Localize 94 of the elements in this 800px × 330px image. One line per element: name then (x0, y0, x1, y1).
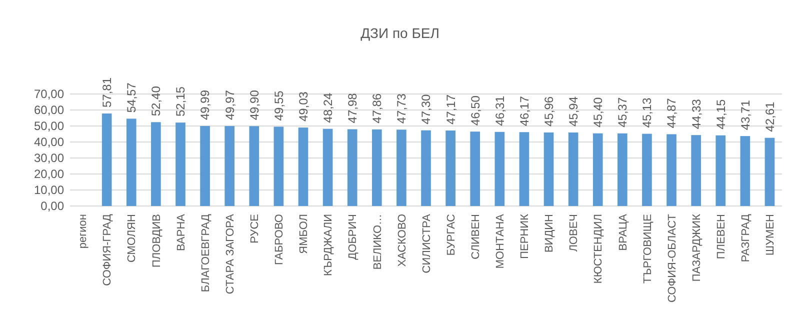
bar (716, 135, 726, 206)
bar (322, 128, 333, 206)
data-label: 49,03 (296, 91, 310, 122)
bar (618, 133, 628, 206)
x-tick-label: РУСЕ (248, 214, 261, 244)
data-label: 45,94 (566, 96, 581, 126)
bar (544, 132, 554, 206)
data-label: 46,17 (517, 96, 532, 126)
x-tick-label: КЮСТЕНДИЛ (592, 214, 605, 284)
data-label: 44,15 (714, 99, 728, 130)
x-tick-label: КЪРДЖАЛИ (322, 214, 335, 276)
bar (347, 129, 358, 206)
bar (470, 132, 480, 206)
x-tick-label: СИЛИСТРА (420, 213, 433, 274)
x-tick-label: ХАСКОВО (396, 214, 408, 267)
bar (446, 130, 456, 206)
bar (421, 130, 431, 206)
y-tick-label: 10,00 (34, 183, 64, 198)
data-label: 42,61 (762, 101, 777, 132)
data-label: 45,40 (591, 97, 606, 128)
data-label: 44,87 (664, 98, 679, 128)
x-tick-label: ГАБРОВО (274, 214, 286, 265)
data-label: 47,86 (370, 93, 384, 124)
data-label: 45,37 (616, 97, 630, 128)
data-label: 52,15 (174, 86, 188, 117)
data-label: 47,17 (444, 94, 458, 125)
bar (764, 138, 775, 206)
x-tick-label: ПЛЕВЕН (715, 214, 728, 260)
x-tick-label: СЛИВЕН (470, 214, 482, 260)
data-label: 57,81 (100, 77, 114, 108)
x-tick-label: БЛАГОЕВГРАД (200, 213, 212, 292)
x-tick-label: ЛОВЕЧ (568, 214, 580, 252)
bar (372, 129, 382, 206)
data-label: 52,40 (149, 86, 164, 116)
x-tick-label: СТАРА ЗАГОРА (224, 213, 236, 294)
data-label: 44,33 (689, 98, 704, 130)
bar (126, 118, 136, 206)
y-tick-label: 0,00 (40, 199, 64, 214)
data-label: 45,13 (640, 97, 654, 128)
y-tick-label: 50,00 (34, 119, 64, 134)
data-label: 43,71 (738, 100, 752, 130)
x-tick-label: ВРАЦА (617, 213, 630, 251)
x-tick-label: регион (77, 214, 90, 249)
data-label: 47,73 (394, 93, 409, 124)
y-tick-label: 70,00 (34, 87, 64, 102)
x-tick-label: РАЗГРАД (740, 213, 752, 262)
y-tick-label: 30,00 (34, 151, 64, 166)
bar (274, 126, 284, 206)
bar (494, 132, 505, 206)
x-tick-label: ЯМБОЛ (298, 214, 310, 254)
data-label: 54,57 (124, 82, 139, 113)
data-label: 49,90 (247, 90, 262, 120)
x-tick-label: ПЕРНИК (519, 213, 532, 259)
bar (396, 130, 406, 206)
x-tick-label: ВАРНА (175, 213, 188, 251)
data-label: 46,31 (492, 96, 507, 126)
x-tick-label: ПАЗАРДЖИК (690, 213, 703, 282)
x-tick-label: СОФИЯ-ГРАД (102, 213, 114, 286)
x-tick-label: МОНТАНА (494, 213, 507, 269)
y-tick-label: 40,00 (34, 135, 64, 150)
bar (249, 126, 260, 206)
bar (568, 132, 578, 206)
x-tick-label: ДОБРИЧ (347, 214, 360, 260)
bar (519, 132, 530, 206)
data-label: 45,96 (542, 96, 556, 126)
bar (666, 134, 676, 206)
bar (592, 133, 603, 206)
bar (298, 128, 308, 206)
x-tick-label: СОФИЯ-ОБЛАСТ (666, 214, 678, 303)
chart-title: ДЗИ по БЕЛ (360, 25, 440, 41)
data-label: 48,24 (320, 92, 335, 123)
data-label: 47,98 (346, 92, 360, 124)
y-tick-label: 20,00 (34, 167, 64, 182)
x-tick-label: БУРГАС (445, 214, 458, 256)
data-label: 46,50 (468, 95, 482, 126)
bar (102, 114, 112, 206)
bar (740, 136, 750, 206)
x-tick-label: ВЕЛИКО… (372, 214, 384, 270)
y-tick-label: 60,00 (34, 103, 64, 118)
x-tick-label: ВИДИН (544, 214, 556, 253)
x-tick-label: ТЪРГОВИЩЕ (642, 214, 654, 284)
data-label: 49,99 (198, 90, 212, 120)
bar (151, 122, 161, 206)
data-label: 47,30 (419, 94, 434, 124)
bar (176, 122, 186, 206)
x-tick-label: СМОЛЯН (126, 214, 138, 263)
data-label: 49,55 (272, 90, 286, 121)
data-label: 49,97 (222, 90, 237, 120)
x-tick-label: ПЛОВДИВ (150, 214, 163, 268)
bar (642, 134, 652, 206)
bar (691, 135, 701, 206)
bar (200, 126, 210, 206)
x-tick-label: ШУМЕН (764, 214, 777, 256)
bar (224, 126, 234, 206)
